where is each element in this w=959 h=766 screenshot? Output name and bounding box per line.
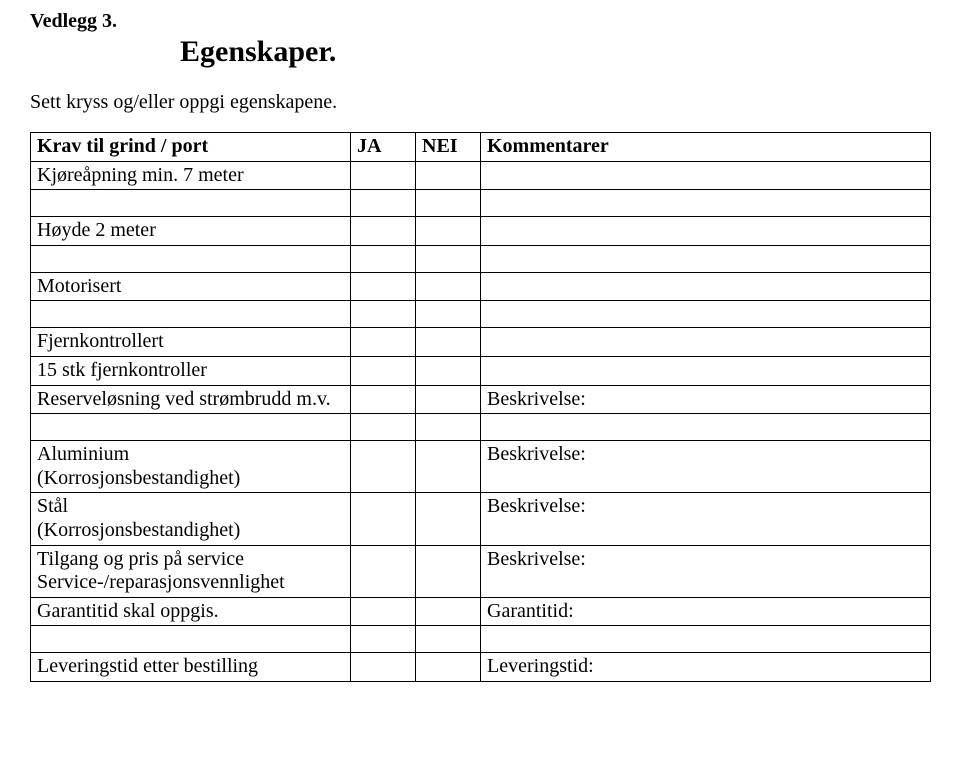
cell-nei: [416, 272, 481, 301]
cell-c4: Beskrivelse:: [481, 545, 931, 597]
cell-ja: [351, 161, 416, 190]
table-row: Høyde 2 meter: [31, 217, 931, 246]
header-col3: NEI: [416, 133, 481, 162]
header-col2: JA: [351, 133, 416, 162]
table-row: 15 stk fjernkontroller: [31, 356, 931, 385]
cell-c1: Motorisert: [31, 272, 351, 301]
cell-ja: [351, 356, 416, 385]
cell-c4: [481, 217, 931, 246]
table-row: Fjernkontrollert: [31, 328, 931, 357]
header-col1: Krav til grind / port: [31, 133, 351, 162]
cell-c1: Kjøreåpning min. 7 meter: [31, 161, 351, 190]
properties-table: Krav til grind / port JA NEI Kommentarer…: [30, 132, 931, 682]
document-page: Vedlegg 3. Egenskaper. Sett kryss og/ell…: [0, 0, 959, 712]
table-row: Tilgang og pris på service Service-/repa…: [31, 545, 931, 597]
cell-c4: Beskrivelse:: [481, 493, 931, 545]
cell-c1: Reserveløsning ved strømbrudd m.v.: [31, 385, 351, 414]
cell-c1: Garantitid skal oppgis.: [31, 597, 351, 626]
instruction-text: Sett kryss og/eller oppgi egenskapene.: [30, 91, 929, 114]
table-row: Reserveløsning ved strømbrudd m.v. Beskr…: [31, 385, 931, 414]
cell-c1: Høyde 2 meter: [31, 217, 351, 246]
cell-ja: [351, 493, 416, 545]
header-col4: Kommentarer: [481, 133, 931, 162]
cell-ja: [351, 385, 416, 414]
cell-c1: Stål (Korrosjonsbestandighet): [31, 493, 351, 545]
table-row: Aluminium (Korrosjonsbestandighet) Beskr…: [31, 441, 931, 493]
table-row: Leveringstid etter bestilling Leveringst…: [31, 653, 931, 682]
table-spacer: [31, 245, 931, 272]
cell-ja: [351, 545, 416, 597]
table-spacer: [31, 414, 931, 441]
table-spacer: [31, 190, 931, 217]
table-row: Garantitid skal oppgis. Garantitid:: [31, 597, 931, 626]
cell-c4: Leveringstid:: [481, 653, 931, 682]
cell-nei: [416, 161, 481, 190]
cell-c4: [481, 272, 931, 301]
cell-ja: [351, 597, 416, 626]
cell-c1-line2: (Korrosjonsbestandighet): [37, 467, 240, 489]
cell-c1-line2: (Korrosjonsbestandighet): [37, 519, 240, 541]
cell-c4: [481, 161, 931, 190]
cell-nei: [416, 356, 481, 385]
table-row: Kjøreåpning min. 7 meter: [31, 161, 931, 190]
cell-nei: [416, 217, 481, 246]
cell-c4: Beskrivelse:: [481, 385, 931, 414]
cell-c1: Aluminium (Korrosjonsbestandighet): [31, 441, 351, 493]
cell-ja: [351, 441, 416, 493]
cell-nei: [416, 653, 481, 682]
cell-ja: [351, 217, 416, 246]
page-title: Egenskaper.: [180, 35, 929, 69]
cell-c1: 15 stk fjernkontroller: [31, 356, 351, 385]
table-header-row: Krav til grind / port JA NEI Kommentarer: [31, 133, 931, 162]
cell-c1: Tilgang og pris på service Service-/repa…: [31, 545, 351, 597]
cell-nei: [416, 441, 481, 493]
cell-c1-line2: Service-/reparasjonsvennlighet: [37, 571, 285, 593]
table-spacer: [31, 626, 931, 653]
cell-nei: [416, 493, 481, 545]
cell-c4: Garantitid:: [481, 597, 931, 626]
cell-ja: [351, 328, 416, 357]
cell-ja: [351, 272, 416, 301]
cell-c1: Leveringstid etter bestilling: [31, 653, 351, 682]
table-row: Motorisert: [31, 272, 931, 301]
cell-nei: [416, 597, 481, 626]
cell-c4: Beskrivelse:: [481, 441, 931, 493]
table-row: Stål (Korrosjonsbestandighet) Beskrivels…: [31, 493, 931, 545]
cell-nei: [416, 328, 481, 357]
cell-nei: [416, 545, 481, 597]
cell-c1: Fjernkontrollert: [31, 328, 351, 357]
cell-c1-line1: Aluminium: [37, 443, 129, 465]
cell-c1-line1: Stål: [37, 495, 68, 517]
cell-c4: [481, 356, 931, 385]
attachment-label: Vedlegg 3.: [30, 10, 929, 33]
cell-c1-line1: Tilgang og pris på service: [37, 548, 244, 570]
cell-nei: [416, 385, 481, 414]
cell-c4: [481, 328, 931, 357]
table-spacer: [31, 301, 931, 328]
cell-ja: [351, 653, 416, 682]
